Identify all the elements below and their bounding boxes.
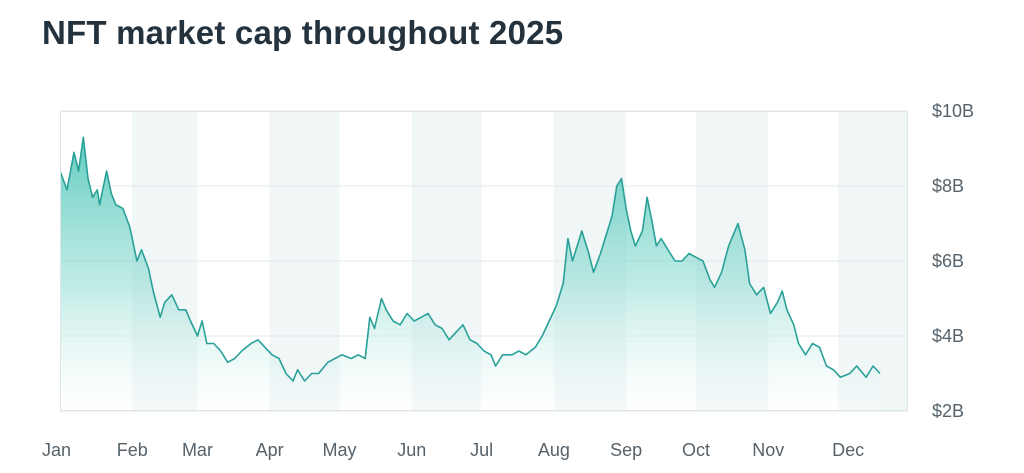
x-tick-label: Jan <box>42 440 71 460</box>
x-axis: Jan Feb Mar Apr May Jun Jul Aug Sep Oct Nov Dec <box>42 440 864 460</box>
x-tick-label: Aug <box>538 440 570 460</box>
y-tick-label: $6B <box>932 251 964 271</box>
x-tick-label: Apr <box>256 440 284 460</box>
x-tick-label: Mar <box>182 440 213 460</box>
x-tick-label: Sep <box>610 440 642 460</box>
plot-frame <box>60 111 908 411</box>
series-line <box>60 136 881 382</box>
series-area <box>60 137 880 411</box>
y-tick-label: $4B <box>932 326 964 346</box>
x-tick-label: Feb <box>117 440 148 460</box>
x-tick-label: Jul <box>470 440 493 460</box>
x-tick-label: Oct <box>682 440 710 460</box>
x-tick-label: Nov <box>752 440 784 460</box>
area-fill <box>60 137 880 411</box>
y-tick-label: $10B <box>932 101 974 121</box>
x-tick-label: Dec <box>832 440 864 460</box>
y-tick-label: $2B <box>932 401 964 421</box>
x-tick-label: Jun <box>397 440 426 460</box>
y-axis: $2B $4B $6B $8B $10B <box>932 101 974 421</box>
data-line <box>60 136 881 382</box>
y-tick-label: $8B <box>932 176 964 196</box>
chart-title: NFT market cap throughout 2025 <box>42 14 564 51</box>
x-tick-label: May <box>323 440 357 460</box>
plot-border <box>60 111 908 411</box>
